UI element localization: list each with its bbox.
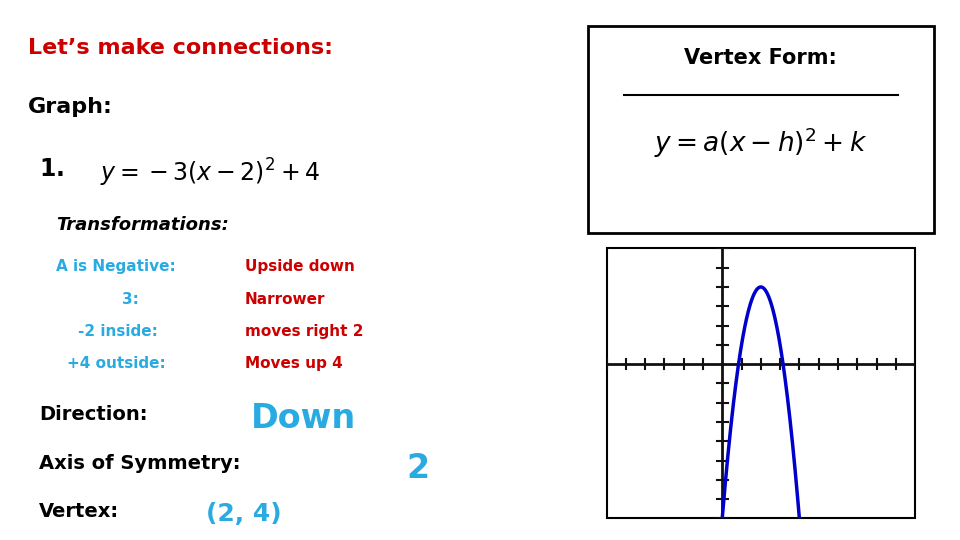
Text: Transformations:: Transformations: [56,216,228,234]
Text: Moves up 4: Moves up 4 [245,356,343,372]
Text: +4 outside:: +4 outside: [67,356,165,372]
Text: (2, 4): (2, 4) [206,502,281,526]
Text: Axis of Symmetry:: Axis of Symmetry: [39,454,240,472]
Text: Graph:: Graph: [28,97,112,117]
FancyBboxPatch shape [588,26,933,233]
Text: Direction:: Direction: [39,405,148,424]
Text: Upside down: Upside down [245,259,355,274]
Text: Let’s make connections:: Let’s make connections: [28,38,333,58]
Text: $\mathbf{1.}$: $\mathbf{1.}$ [39,157,64,180]
Text: -2 inside:: -2 inside: [78,324,157,339]
Text: Vertex:: Vertex: [39,502,119,521]
Text: A is Negative:: A is Negative: [56,259,176,274]
Text: Narrower: Narrower [245,292,325,307]
Text: moves right 2: moves right 2 [245,324,364,339]
Text: 3:: 3: [123,292,139,307]
Text: Down: Down [251,402,356,435]
Text: $y = -3(x-2)^2 + 4$: $y = -3(x-2)^2 + 4$ [100,157,321,189]
Text: $y = a(x-h)^2 + k$: $y = a(x-h)^2 + k$ [654,125,868,160]
Text: 2: 2 [406,452,429,485]
Text: Vertex Form:: Vertex Form: [684,48,837,68]
